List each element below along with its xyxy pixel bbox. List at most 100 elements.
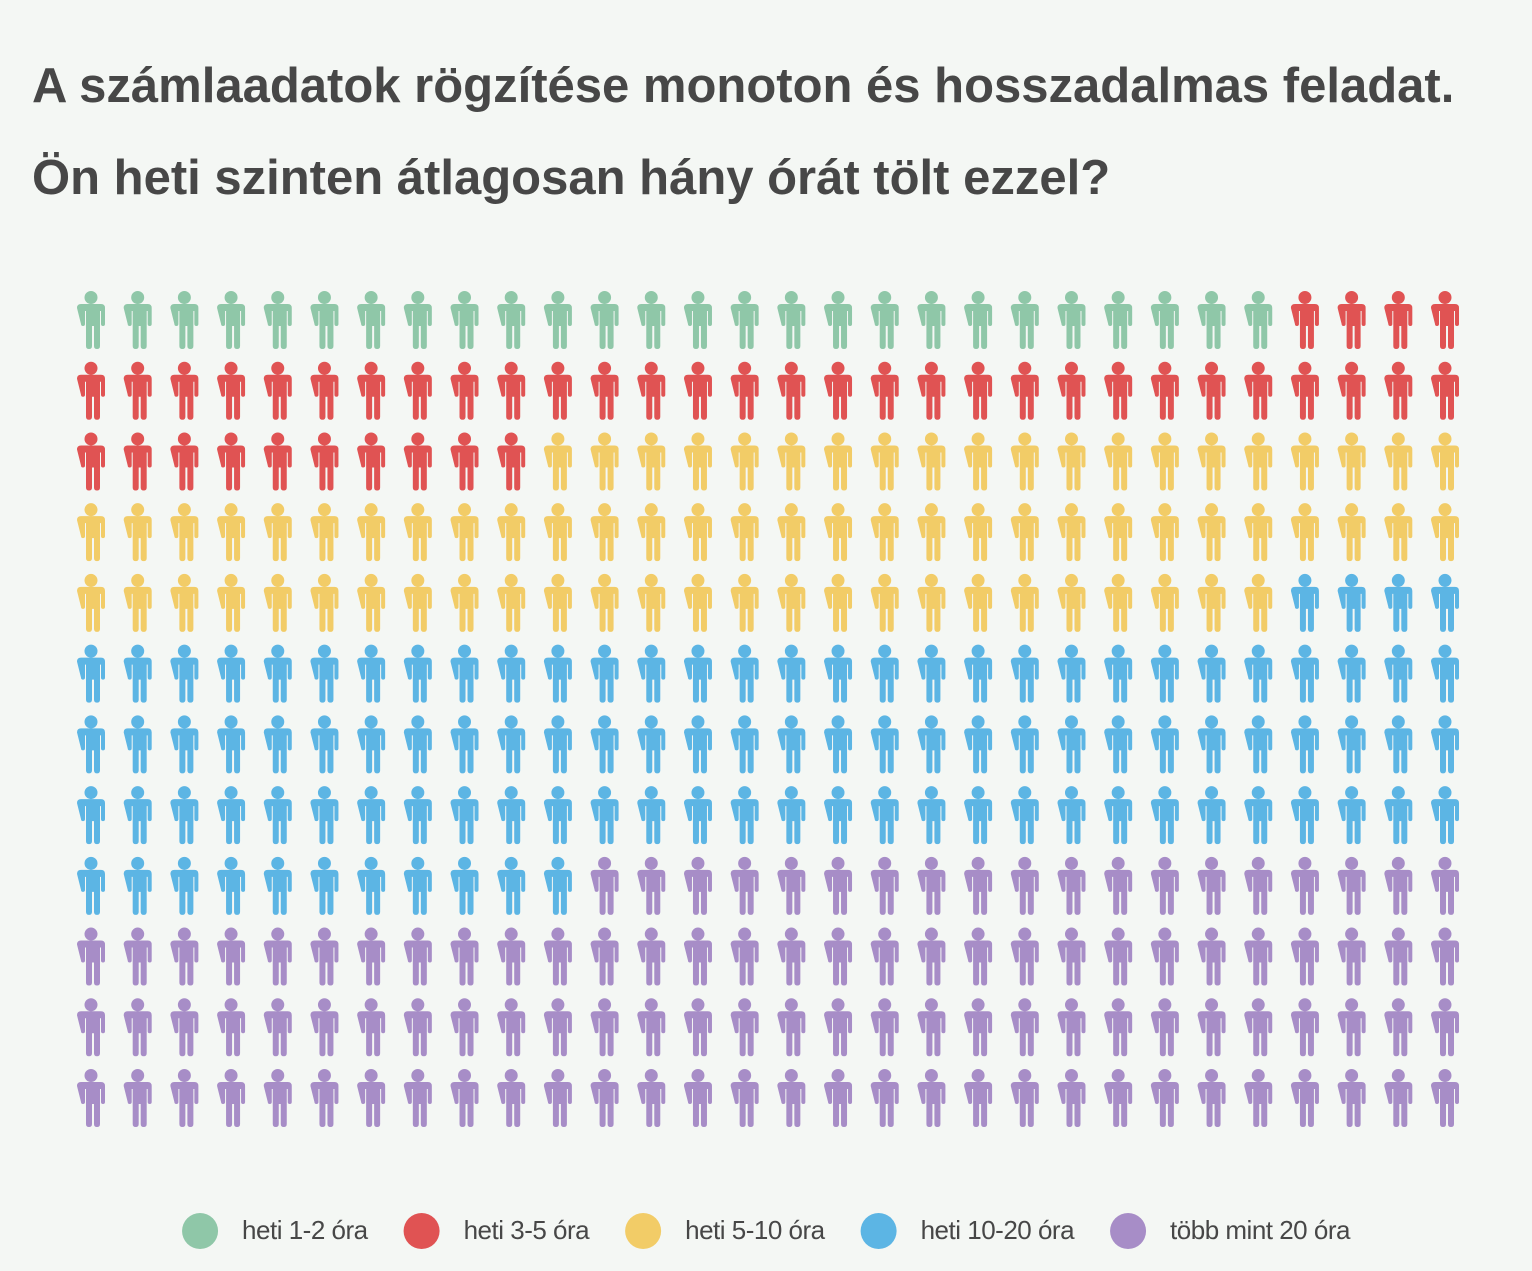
person-icon <box>917 1069 946 1127</box>
person-icon <box>917 715 946 774</box>
person-icon <box>917 432 946 491</box>
person-icon <box>1150 998 1179 1057</box>
person-icon <box>1244 573 1273 632</box>
person-icon <box>730 998 759 1057</box>
person-icon <box>1244 715 1273 774</box>
person-icon <box>1010 361 1039 420</box>
person-icon <box>1104 361 1133 420</box>
person-icon <box>263 998 292 1057</box>
person-icon <box>1104 786 1133 845</box>
person-icon <box>964 291 993 349</box>
person-icon <box>1197 786 1226 845</box>
person-icon <box>1010 927 1039 986</box>
person-icon <box>543 856 572 915</box>
legend-item: több mint 20 óra <box>1110 1213 1351 1249</box>
person-icon <box>637 998 666 1057</box>
person-icon <box>123 715 152 774</box>
person-icon <box>217 361 246 420</box>
person-icon <box>1057 432 1086 491</box>
person-icon <box>77 715 105 774</box>
person-icon <box>1104 573 1133 632</box>
person-icon <box>1431 644 1459 703</box>
person-icon <box>123 503 152 562</box>
person-icon <box>310 927 339 986</box>
legend-item: heti 10-20 óra <box>860 1213 1076 1249</box>
person-icon <box>1057 856 1086 915</box>
person-icon <box>1290 644 1319 703</box>
chart-title: A számlaadatok rögzítése monoton és hoss… <box>32 59 1455 205</box>
person-icon <box>1197 573 1226 632</box>
person-icon <box>683 1069 712 1127</box>
person-icon <box>1197 432 1226 491</box>
person-icon <box>777 432 806 491</box>
person-icon <box>310 715 339 774</box>
person-icon <box>450 786 479 845</box>
person-icon <box>263 432 292 491</box>
person-icon <box>917 503 946 562</box>
person-icon <box>824 291 853 349</box>
person-icon <box>310 786 339 845</box>
person-icon <box>403 998 432 1057</box>
person-icon <box>357 1069 386 1127</box>
person-icon <box>1057 291 1086 349</box>
person-icon <box>310 361 339 420</box>
person-icon <box>1197 715 1226 774</box>
person-icon <box>777 1069 806 1127</box>
person-icon <box>357 291 386 349</box>
legend-swatch <box>625 1213 662 1249</box>
person-icon <box>217 573 246 632</box>
person-icon <box>917 573 946 632</box>
person-icon <box>590 503 619 562</box>
person-icon <box>1384 573 1413 632</box>
person-icon <box>310 998 339 1057</box>
person-icon <box>870 291 899 349</box>
person-icon <box>1057 644 1086 703</box>
person-icon <box>870 503 899 562</box>
person-icon <box>263 786 292 845</box>
person-icon <box>1244 927 1273 986</box>
person-icon <box>497 573 526 632</box>
person-icon <box>77 573 105 632</box>
person-icon <box>683 503 712 562</box>
person-icon <box>217 856 246 915</box>
person-icon <box>357 432 386 491</box>
person-icon <box>357 786 386 845</box>
person-icon <box>263 856 292 915</box>
person-icon <box>870 644 899 703</box>
legend-label: heti 3-5 óra <box>464 1215 591 1245</box>
person-icon <box>870 432 899 491</box>
person-icon <box>683 644 712 703</box>
person-icon <box>77 927 105 986</box>
person-icon <box>964 927 993 986</box>
person-icon <box>917 927 946 986</box>
person-icon <box>1384 998 1413 1057</box>
person-icon <box>824 856 853 915</box>
person-icon <box>357 361 386 420</box>
person-icon <box>1150 432 1179 491</box>
person-icon <box>1244 503 1273 562</box>
person-icon <box>403 573 432 632</box>
person-icon <box>170 856 199 915</box>
person-icon <box>637 927 666 986</box>
person-icon <box>824 1069 853 1127</box>
person-icon <box>543 644 572 703</box>
person-icon <box>1244 786 1273 845</box>
person-icon <box>77 291 105 349</box>
person-icon <box>357 503 386 562</box>
person-icon <box>1431 1069 1459 1127</box>
person-icon <box>824 927 853 986</box>
person-icon <box>77 361 105 420</box>
person-icon <box>964 1069 993 1127</box>
person-icon <box>357 927 386 986</box>
person-icon <box>497 715 526 774</box>
person-icon <box>917 856 946 915</box>
person-icon <box>1150 927 1179 986</box>
person-icon <box>637 361 666 420</box>
person-icon <box>170 503 199 562</box>
person-icon <box>590 573 619 632</box>
legend-item: heti 5-10 óra <box>625 1213 826 1249</box>
person-icon <box>964 856 993 915</box>
person-icon <box>683 291 712 349</box>
person-icon <box>1057 1069 1086 1127</box>
person-icon <box>450 856 479 915</box>
